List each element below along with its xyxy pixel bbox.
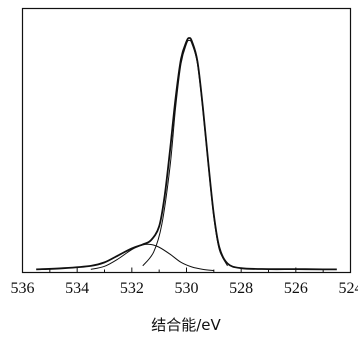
- component-peak-line: [90, 243, 214, 271]
- spectrum-series: [36, 37, 337, 271]
- envelope-line: [36, 37, 337, 271]
- x-tick-label: 536: [11, 280, 35, 297]
- x-axis-title: 结合能/eV: [151, 316, 221, 334]
- x-tick-label: 530: [175, 280, 199, 297]
- component-peak-line: [142, 39, 228, 267]
- x-tick-label: 534: [65, 280, 89, 297]
- plot-frame: [21, 7, 352, 274]
- x-tick-label: 532: [120, 280, 144, 297]
- x-tick-label: 528: [229, 280, 253, 297]
- x-tick-label: 524: [339, 280, 358, 297]
- x-tick-label: 526: [284, 280, 308, 297]
- x-axis-tick-labels: 536 534 532 530 528 526 524: [11, 280, 358, 297]
- x-axis-ticks: [22, 267, 351, 273]
